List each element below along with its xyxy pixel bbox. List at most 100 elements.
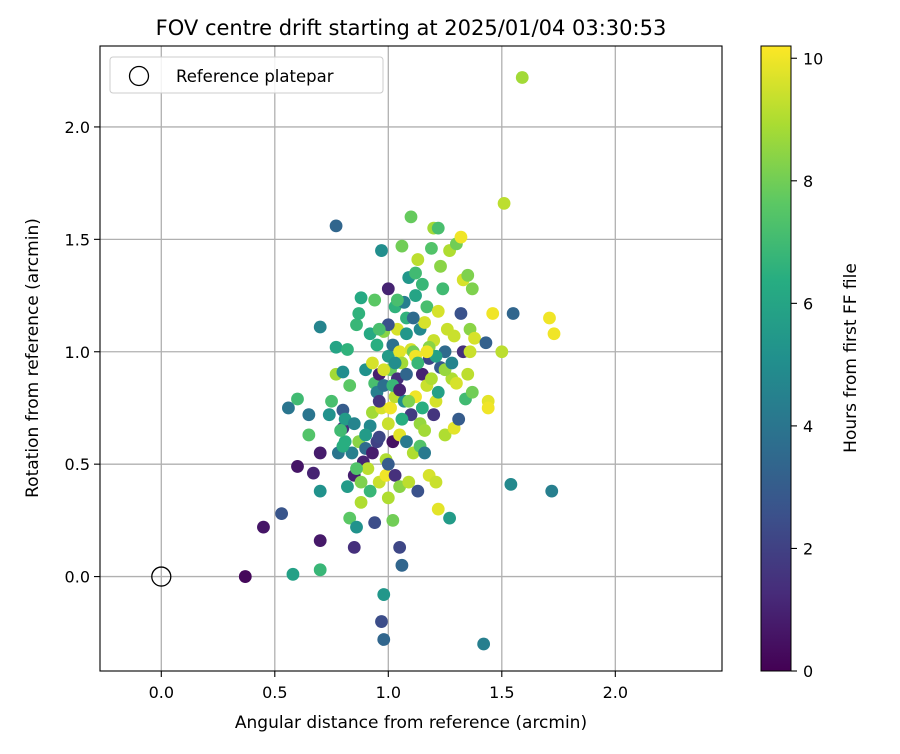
data-point — [450, 376, 463, 390]
data-point — [425, 241, 438, 255]
data-point — [445, 356, 459, 370]
data-point — [431, 304, 445, 318]
data-point — [418, 316, 432, 329]
data-point — [479, 336, 493, 350]
data-point — [377, 379, 391, 392]
data-point — [372, 322, 386, 336]
data-point — [497, 196, 511, 210]
data-point — [313, 534, 327, 548]
y-tick-label: 2.0 — [65, 118, 90, 137]
data-point — [400, 327, 413, 341]
legend-frame — [109, 56, 384, 94]
data-point — [347, 417, 361, 431]
data-point — [431, 221, 445, 235]
data-point — [341, 343, 354, 356]
data-point — [465, 282, 479, 296]
data-point — [402, 394, 416, 408]
data-point — [447, 329, 461, 343]
data-point — [400, 435, 413, 449]
data-point — [468, 331, 481, 345]
data-point — [418, 446, 432, 460]
data-point — [325, 394, 338, 408]
x-tick-label: 0.5 — [262, 683, 287, 702]
data-point — [477, 637, 491, 651]
data-point — [504, 477, 518, 491]
data-point — [302, 428, 316, 442]
data-point — [415, 401, 429, 415]
x-tick-label: 1.5 — [489, 683, 514, 702]
data-point — [434, 259, 447, 273]
data-point — [395, 412, 409, 426]
data-point — [370, 338, 384, 352]
data-point — [411, 356, 425, 370]
axes-frame — [99, 45, 723, 672]
x-tick-label: 0.0 — [149, 683, 174, 702]
data-point — [343, 511, 357, 525]
data-point — [336, 365, 350, 379]
data-point — [406, 311, 420, 325]
x-axis-label: Angular distance from reference (arcmin) — [235, 713, 587, 733]
data-point — [400, 367, 413, 381]
data-point — [286, 567, 300, 581]
y-tick-label: 1.0 — [65, 343, 90, 362]
data-point — [368, 516, 382, 530]
data-point — [393, 345, 407, 359]
data-point — [386, 513, 400, 527]
data-point — [411, 484, 425, 498]
data-point — [388, 469, 402, 482]
data-point — [545, 484, 559, 498]
data-point — [543, 311, 556, 325]
data-point — [402, 475, 416, 489]
data-point — [329, 340, 343, 354]
data-point — [354, 475, 368, 489]
data-point — [343, 379, 357, 392]
legend-marker — [128, 65, 150, 87]
data-point — [313, 446, 327, 460]
data-point — [366, 356, 379, 370]
data-point — [291, 460, 304, 473]
data-point — [393, 540, 407, 554]
colorbar-tick-label: 6 — [803, 294, 813, 313]
data-point — [418, 424, 432, 437]
data-point — [395, 558, 409, 572]
data-point — [372, 430, 386, 444]
y-tick-label: 0.0 — [65, 568, 90, 587]
legend-label-reference-platepar: Reference platepar — [176, 67, 334, 86]
data-point — [388, 356, 402, 370]
reference-platepar-marker — [151, 566, 172, 587]
y-tick-label: 0.5 — [65, 455, 90, 474]
data-point — [329, 219, 343, 233]
data-point — [409, 266, 422, 280]
data-point — [313, 484, 327, 498]
data-point — [393, 383, 407, 397]
data-point — [420, 300, 434, 314]
colorbar: 0 2 4 6 8 10 — [760, 45, 823, 681]
data-point — [347, 540, 361, 554]
data-point — [336, 439, 350, 453]
data-point — [431, 385, 445, 399]
x-tick-label: 1.0 — [376, 683, 401, 702]
data-point — [461, 367, 475, 381]
data-point — [350, 462, 363, 476]
data-point — [461, 268, 475, 282]
data-point — [415, 277, 429, 291]
data-point — [425, 372, 438, 386]
data-point — [375, 615, 388, 628]
data-point — [443, 511, 456, 525]
colorbar-tick-label: 10 — [803, 49, 823, 68]
data-point — [547, 327, 561, 341]
data-point — [384, 401, 397, 415]
data-point — [291, 392, 304, 406]
data-point — [381, 491, 395, 505]
y-tick-label: 1.5 — [65, 230, 90, 249]
data-point — [313, 320, 327, 334]
data-point — [345, 446, 359, 460]
data-point — [354, 495, 368, 509]
colorbar-tick-label: 8 — [803, 172, 813, 191]
data-point — [352, 307, 366, 320]
colorbar-tick-label: 4 — [803, 417, 813, 436]
data-point — [395, 239, 409, 253]
data-point — [350, 318, 363, 332]
